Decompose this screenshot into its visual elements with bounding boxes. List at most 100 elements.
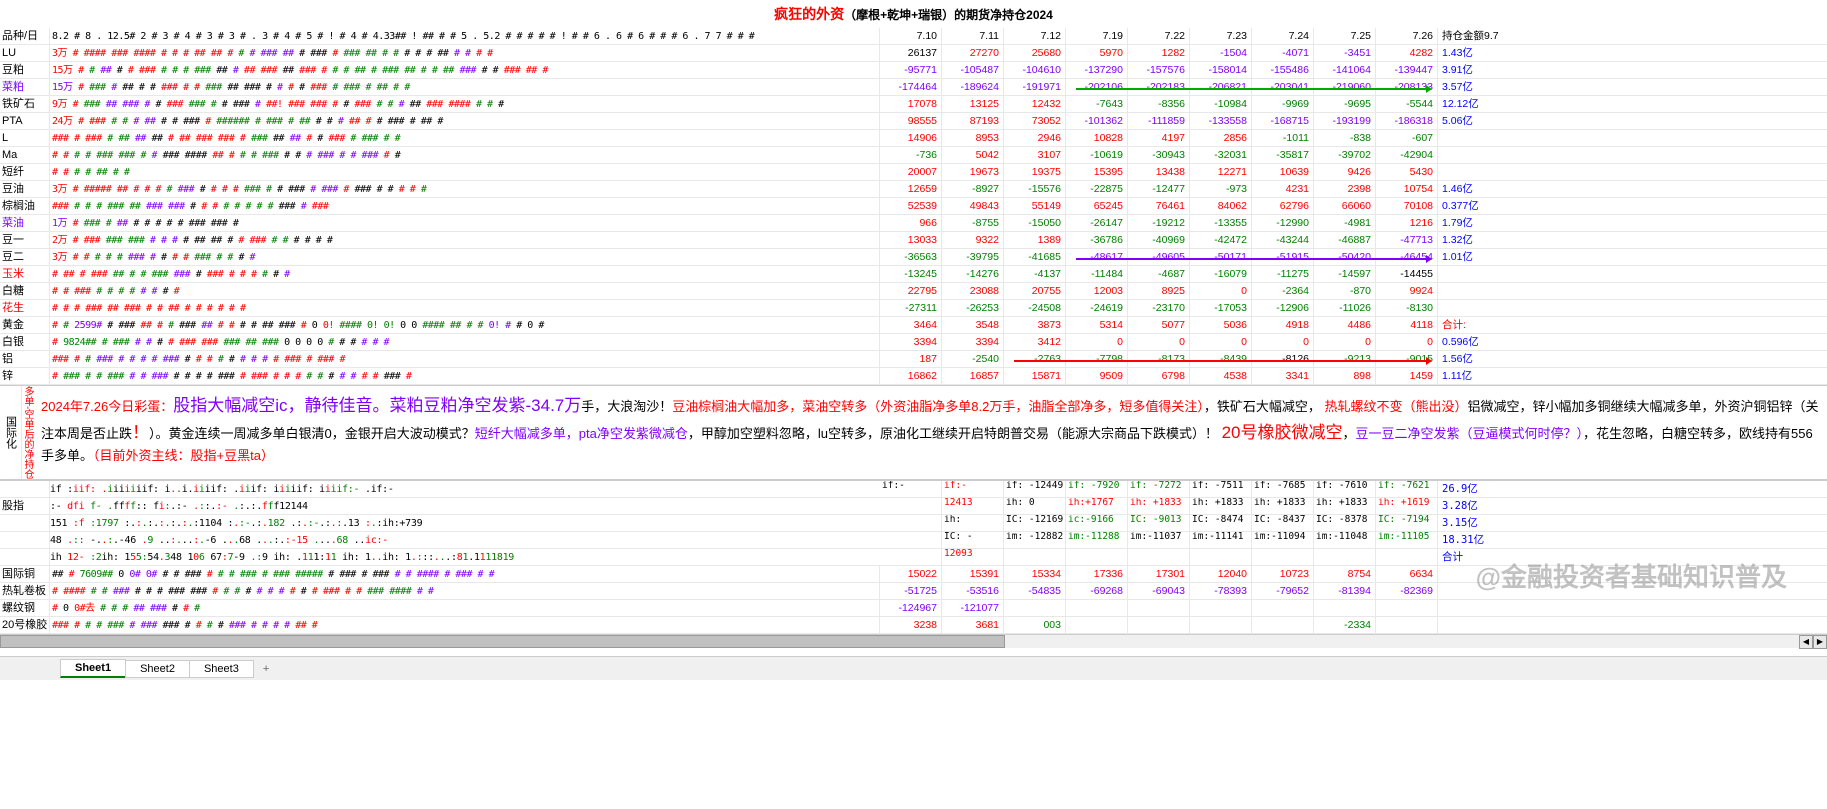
hash-area: 9万 # ### ## ### # # ### ### # # ### # ##…	[50, 96, 880, 112]
index-cell: IC: -12169	[1004, 515, 1066, 531]
value-cell: -15050	[1004, 215, 1066, 231]
table-row: PTA24万 # ### # # # ## # # ### # ###### #…	[0, 113, 1827, 130]
value-cell: 27270	[942, 45, 1004, 61]
value-cell: -607	[1376, 130, 1438, 146]
scroll-left-icon[interactable]: ◀	[1799, 635, 1813, 649]
row-total: 合计:	[1438, 317, 1498, 333]
value-cell: 8925	[1128, 283, 1190, 299]
index-cell: im:-11037	[1128, 532, 1190, 548]
table-row: 铝### # # ### # # # # ### # # # # # # # #…	[0, 351, 1827, 368]
value-cell: -9213	[1314, 351, 1376, 367]
table-row: 玉米# ## # ### ## # # ### ### # ### # # # …	[0, 266, 1827, 283]
index-cell: IC: -9013	[1128, 515, 1190, 531]
value-cell: -47713	[1376, 232, 1438, 248]
value-cell: -2540	[942, 351, 1004, 367]
index-cell: if: -7610	[1314, 481, 1376, 497]
value-cell: -26253	[942, 300, 1004, 316]
value-cell: 2946	[1004, 130, 1066, 146]
sheet-tab[interactable]: Sheet1	[60, 659, 126, 678]
value-cell: 003	[1004, 617, 1066, 633]
hash-area: # 0 0#去 # # # ## ### # # #	[50, 600, 880, 616]
index-cell: im: -12882	[1004, 532, 1066, 548]
scroll-right-icon[interactable]: ▶	[1813, 635, 1827, 649]
value-cell	[1252, 617, 1314, 633]
row-total	[1438, 600, 1498, 616]
index-cell: ih: +1833	[1190, 498, 1252, 514]
side-label: 多单-空单后的净持仓	[22, 386, 33, 479]
row-total	[1438, 283, 1498, 299]
value-cell	[1252, 600, 1314, 616]
value-cell: 5970	[1066, 45, 1128, 61]
row-label: 豆油	[0, 181, 50, 197]
index-total: 18.31亿	[1438, 532, 1498, 548]
value-cell: 9322	[942, 232, 1004, 248]
table-row: 锌# ### # # ### # # ### # # # # ### # ###…	[0, 368, 1827, 385]
row-label: 黄金	[0, 317, 50, 333]
row-total	[1438, 617, 1498, 633]
value-cell: 15871	[1004, 368, 1066, 384]
row-total: 1.43亿	[1438, 45, 1498, 61]
row-label: 豆粕	[0, 62, 50, 78]
value-cell: -30943	[1128, 147, 1190, 163]
row-total	[1438, 583, 1498, 599]
value-cell: -49605	[1128, 249, 1190, 265]
row-total: 3.57亿	[1438, 79, 1498, 95]
value-cell: -973	[1190, 181, 1252, 197]
index-cell: im:-11094	[1252, 532, 1314, 548]
value-cell: 1216	[1376, 215, 1438, 231]
hash-area: # ## # ### ## # # ### ### # ### # # # # …	[50, 266, 880, 282]
value-cell: 10754	[1376, 181, 1438, 197]
horizontal-scrollbar[interactable]: ◀ ▶	[0, 634, 1827, 648]
value-cell: -43244	[1252, 232, 1314, 248]
table-row: 白银# 9824## # ### # # # # ### ### ### ## …	[0, 334, 1827, 351]
index-mid: 151 :f :1797 :.:.:.:.:.:.:1104 :.:-.:.18…	[50, 515, 880, 531]
value-cell: 4282	[1376, 45, 1438, 61]
value-cell: -121077	[942, 600, 1004, 616]
index-cell: ih: 0	[1004, 498, 1066, 514]
index-mid: ih 12- :2ih: 155:54.348 106 67:7-9 .:9 i…	[50, 549, 880, 565]
index-cell	[1376, 549, 1438, 565]
value-cell: 25680	[1004, 45, 1066, 61]
value-cell: -133558	[1190, 113, 1252, 129]
trend-arrow-icon	[1014, 360, 1426, 362]
value-cell: -206821	[1190, 79, 1252, 95]
index-cell: im:-11105	[1376, 532, 1438, 548]
index-cell: if: -7920	[1066, 481, 1128, 497]
value-cell: 17336	[1066, 566, 1128, 582]
index-total: 26.9亿	[1438, 481, 1498, 497]
value-cell	[1004, 600, 1066, 616]
value-cell: -36786	[1066, 232, 1128, 248]
index-mid: if :iif: .iiiiiiif: i..i.iiiif: .iiif: i…	[50, 481, 880, 497]
value-cell: 1282	[1128, 45, 1190, 61]
value-cell: -39702	[1314, 147, 1376, 163]
sheet-tab[interactable]: Sheet2	[125, 660, 190, 678]
value-cell: 13033	[880, 232, 942, 248]
row-total	[1438, 130, 1498, 146]
date-header: 7.19	[1066, 28, 1128, 44]
value-cell: -186318	[1376, 113, 1438, 129]
value-cell: 9924	[1376, 283, 1438, 299]
value-cell: -53516	[942, 583, 1004, 599]
index-cell	[880, 532, 942, 548]
value-cell: -11026	[1314, 300, 1376, 316]
table-row: LU3万 # #### ### #### # # # ## ## # # # #…	[0, 45, 1827, 62]
value-cell: -19212	[1128, 215, 1190, 231]
date-header: 7.24	[1252, 28, 1314, 44]
value-cell: -101362	[1066, 113, 1128, 129]
value-cell: 5430	[1376, 164, 1438, 180]
value-cell: -124967	[880, 600, 942, 616]
index-cell: if: -12449	[1004, 481, 1066, 497]
add-sheet-button[interactable]: +	[253, 661, 279, 677]
date-header: 7.12	[1004, 28, 1066, 44]
value-cell: 4197	[1128, 130, 1190, 146]
value-cell: -105487	[942, 62, 1004, 78]
row-label: 锌	[0, 368, 50, 384]
index-cell: if:-	[942, 481, 1004, 497]
hash-area: # ### # # ### # # ### # # # # ### # ### …	[50, 368, 880, 384]
table-row: 豆粕15万 # # ## # # ### # # # ### ## # ## #…	[0, 62, 1827, 79]
row-total: 5.06亿	[1438, 113, 1498, 129]
value-cell: 3873	[1004, 317, 1066, 333]
value-cell: -8356	[1128, 96, 1190, 112]
scrollbar-thumb[interactable]	[0, 635, 1005, 648]
sheet-tab[interactable]: Sheet3	[189, 660, 254, 678]
